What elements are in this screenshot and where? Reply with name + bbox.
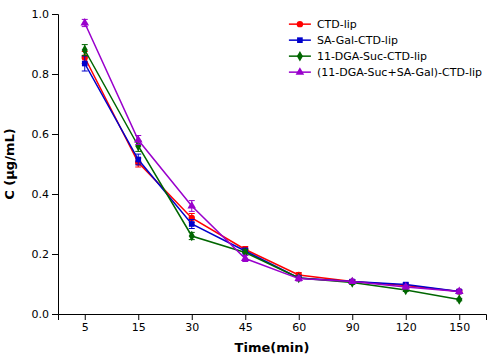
x-tick-label: 30: [185, 321, 199, 334]
y-axis: 0.0 0.2 0.4 0.6 0.8 1.0: [32, 8, 59, 321]
series-marker: [135, 157, 141, 163]
x-tick-mark: [459, 314, 460, 320]
y-tick-mark: [52, 74, 58, 75]
x-tick: 60: [292, 314, 306, 334]
series-line: [85, 50, 460, 300]
y-tick-mark: [52, 254, 58, 255]
series: [82, 56, 463, 294]
legend-label: 11-DGA-Suc-CTD-lip: [317, 50, 427, 63]
series-marker: [189, 231, 195, 242]
x-tick-mark: [352, 314, 353, 320]
series-marker: [401, 282, 410, 289]
legend-label: CTD-lip: [317, 18, 357, 31]
legend-label: SA-Gal-CTD-lip: [317, 34, 398, 47]
x-axis-line: [59, 315, 487, 321]
legend-label: (11-DGA-Suc+SA-Gal)-CTD-lip: [317, 66, 482, 79]
x-axis-title: Time(min): [235, 340, 310, 355]
x-tick-mark: [85, 314, 86, 320]
y-tick: 1.0: [32, 8, 59, 21]
series-marker: [456, 294, 462, 305]
series-marker: [189, 221, 195, 227]
y-tick-mark: [52, 14, 58, 15]
x-tick: 5: [82, 314, 89, 334]
error-bar: [82, 45, 88, 56]
legend-symbol: [297, 37, 303, 43]
legend-item: 11-DGA-Suc-CTD-lip: [289, 50, 427, 63]
series-marker: [187, 201, 196, 208]
series-marker: [82, 61, 88, 67]
x-tick-mark: [138, 314, 139, 320]
x-tick: 120: [396, 314, 417, 334]
series-marker: [241, 254, 250, 261]
legend: CTD-lip SA-Gal-CTD-lip 11-DGA-Suc-CTD-lip (…: [289, 18, 482, 79]
chart-svg: 5 15 30 45 60 90 120 150 0.0 0.2 0.4 0.6 0.8 1.0 Time(…: [0, 0, 500, 360]
legend-item: (11-DGA-Suc+SA-Gal)-CTD-lip: [289, 66, 482, 79]
y-tick-label: 0.0: [32, 308, 50, 321]
x-tick-label: 90: [346, 321, 360, 334]
y-tick-label: 0.8: [32, 68, 50, 81]
series: [80, 18, 463, 294]
x-tick: 30: [185, 314, 199, 334]
y-tick: 0.8: [32, 68, 59, 81]
legend-symbol: [297, 21, 303, 27]
series-marker: [294, 274, 303, 281]
series-line: [85, 58, 460, 292]
plot: 5 15 30 45 60 90 120 150 0.0 0.2 0.4 0.6 0.8 1.0 Time(…: [2, 8, 487, 355]
series-marker: [82, 45, 88, 56]
legend-symbol: [296, 67, 305, 74]
x-tick: 90: [346, 314, 360, 334]
y-tick-label: 0.6: [32, 128, 50, 141]
x-axis: 5 15 30 45 60 90 120 150: [59, 314, 487, 334]
x-tick-label: 45: [239, 321, 253, 334]
x-tick-label: 150: [449, 321, 470, 334]
error-bar: [189, 220, 195, 229]
y-tick: 0.0: [32, 308, 59, 321]
y-tick: 0.4: [32, 188, 59, 201]
legend-item: CTD-lip: [289, 18, 357, 31]
series-marker: [455, 287, 464, 294]
x-tick: 150: [449, 314, 470, 334]
series-marker: [134, 135, 143, 142]
x-tick-mark: [299, 314, 300, 320]
y-tick: 0.2: [32, 248, 59, 261]
x-tick-label: 120: [396, 321, 417, 334]
x-tick-mark: [192, 314, 193, 320]
y-axis-title: C (μg/mL): [2, 128, 17, 199]
error-bar: [82, 56, 88, 71]
series: [82, 52, 463, 295]
series-line: [85, 64, 460, 292]
y-tick-label: 0.4: [32, 188, 50, 201]
legend-item: SA-Gal-CTD-lip: [289, 34, 398, 47]
error-bar: [135, 154, 141, 165]
x-tick: 15: [132, 314, 146, 334]
series-line: [85, 23, 460, 292]
y-tick-mark: [52, 194, 58, 195]
series-marker: [80, 18, 89, 25]
x-tick-mark: [245, 314, 246, 320]
x-tick-label: 60: [292, 321, 306, 334]
y-tick-mark: [52, 314, 58, 315]
y-tick: 0.6: [32, 128, 59, 141]
legend-symbol: [297, 51, 303, 62]
x-tick-label: 5: [82, 321, 89, 334]
y-tick-mark: [52, 134, 58, 135]
y-axis-line: [52, 15, 59, 315]
series-marker: [348, 277, 357, 284]
x-tick: 45: [239, 314, 253, 334]
series: [82, 45, 463, 305]
x-tick-label: 15: [132, 321, 146, 334]
y-tick-label: 0.2: [32, 248, 50, 261]
y-tick-label: 1.0: [32, 8, 50, 21]
marks: [80, 18, 463, 305]
x-tick-mark: [406, 314, 407, 320]
